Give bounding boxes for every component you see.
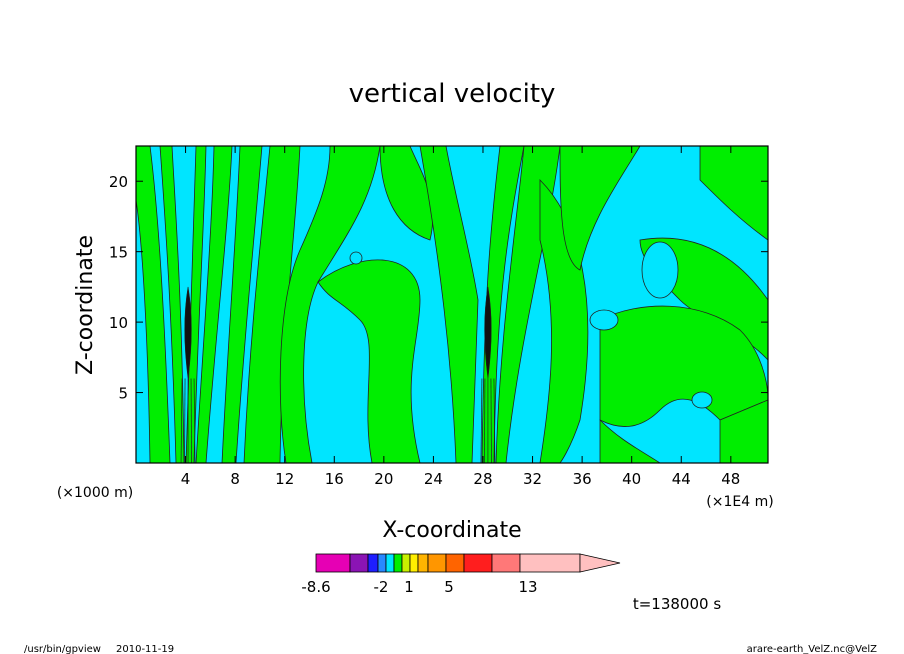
x-tick-label: 12 xyxy=(275,470,294,488)
chart-title: vertical velocity xyxy=(349,79,556,109)
colorbar-cell xyxy=(377,553,387,573)
positive-velocity-band xyxy=(719,399,768,463)
x-tick-label: 28 xyxy=(473,470,492,488)
footer-date: 2010-11-19 xyxy=(116,644,174,654)
colorbar-cell xyxy=(385,553,395,573)
x-tick-label: 44 xyxy=(672,470,691,488)
x-tick-label: 4 xyxy=(181,470,191,488)
y-tick-label: 20 xyxy=(109,173,128,191)
y-tick-label: 10 xyxy=(109,314,128,332)
x-axis-ticks: 4 8 12 16 20 24 28 32 36 40 44 48 xyxy=(181,146,740,488)
colorbar-cell xyxy=(401,553,411,573)
updraft-contour xyxy=(190,378,192,463)
positive-velocity-band xyxy=(195,146,233,463)
updraft-contour xyxy=(193,378,196,463)
colorbar-cell xyxy=(445,553,465,573)
y-axis-ticks: 5 10 15 20 xyxy=(109,173,768,403)
colorbar-cell xyxy=(491,553,521,573)
colorbar-cell xyxy=(349,553,369,573)
y-tick-label: 15 xyxy=(109,244,128,262)
updraft-contour xyxy=(490,378,492,463)
colorbar-cell xyxy=(427,553,447,573)
positive-velocity-band xyxy=(317,259,421,463)
positive-velocity-band xyxy=(221,146,263,463)
negative-velocity-cell xyxy=(641,241,679,299)
negative-velocity-cell xyxy=(589,309,619,331)
x-tick-label: 32 xyxy=(523,470,542,488)
y-tick-label: 5 xyxy=(118,385,128,403)
footer-source: arare-earth_VelZ.nc@VelZ xyxy=(747,644,878,654)
colorbar-cell xyxy=(315,553,351,573)
colorbar-cell xyxy=(463,553,493,573)
x-tick-label: 8 xyxy=(230,470,240,488)
velocity-field xyxy=(136,146,768,463)
positive-velocity-band xyxy=(243,146,301,463)
updraft-contour xyxy=(493,378,496,463)
colorbar-extend-arrow xyxy=(579,553,621,573)
positive-velocity-band xyxy=(379,146,434,241)
colorbar-tick-label: 1 xyxy=(404,578,414,596)
positive-velocity-band xyxy=(159,146,185,463)
positive-velocity-band xyxy=(136,146,171,463)
plot-frame xyxy=(135,145,769,464)
x-axis-units: (×1E4 m) xyxy=(706,494,773,510)
colorbar-cell xyxy=(393,553,403,573)
positive-velocity-band xyxy=(559,146,641,271)
y-axis-label: Z-coordinate xyxy=(73,235,98,375)
updraft-contour xyxy=(484,378,486,463)
x-axis-label: X-coordinate xyxy=(382,518,521,543)
x-tick-label: 20 xyxy=(374,470,393,488)
colorbar-cell xyxy=(417,553,429,573)
updraft-contour xyxy=(184,378,186,463)
colorbar-cell xyxy=(519,553,581,573)
x-tick-label: 16 xyxy=(325,470,344,488)
y-axis-units: (×1000 m) xyxy=(57,485,133,501)
time-label: t=138000 s xyxy=(633,595,721,613)
x-tick-label: 40 xyxy=(622,470,641,488)
colorbar-tick-label: 13 xyxy=(518,578,537,596)
updraft-contour xyxy=(180,378,183,463)
colorbar-tick-label: -2 xyxy=(374,578,389,596)
colorbar: -8.6 -2 1 5 13 xyxy=(301,553,621,596)
footer-path: /usr/bin/gpview xyxy=(24,644,101,654)
colorbar-cell xyxy=(409,553,419,573)
x-tick-label: 24 xyxy=(424,470,443,488)
x-tick-label: 48 xyxy=(721,470,740,488)
positive-velocity-band xyxy=(481,146,525,463)
colorbar-cell xyxy=(367,553,379,573)
negative-velocity-cell xyxy=(691,391,713,409)
updraft-contour xyxy=(480,378,483,463)
negative-velocity-cell xyxy=(349,251,363,265)
colorbar-tick-label: 5 xyxy=(444,578,454,596)
x-tick-label: 36 xyxy=(573,470,592,488)
colorbar-tick-label: -8.6 xyxy=(301,578,330,596)
